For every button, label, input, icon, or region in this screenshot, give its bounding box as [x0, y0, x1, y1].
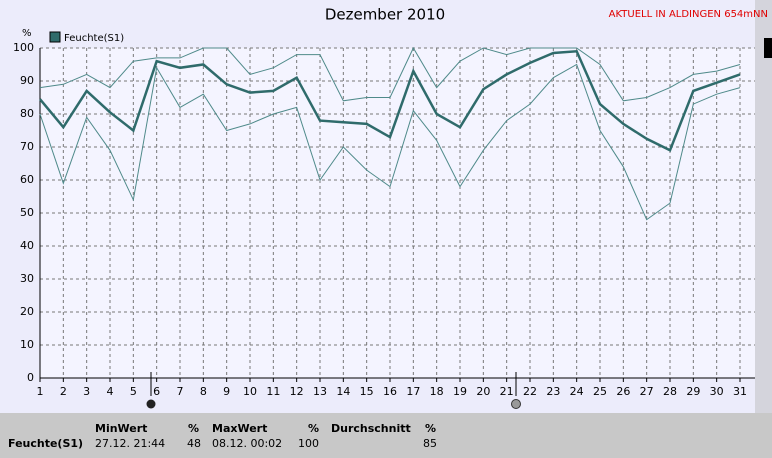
y-tick-label: 100	[13, 41, 34, 54]
x-tick-label: 5	[130, 385, 137, 398]
y-tick-label: 30	[20, 272, 34, 285]
table-header: %	[308, 422, 319, 435]
table-cell: Feuchte(S1)	[8, 437, 83, 450]
x-tick-label: 22	[523, 385, 537, 398]
x-tick-label: 16	[383, 385, 397, 398]
x-tick-label: 14	[336, 385, 350, 398]
x-tick-label: 26	[616, 385, 630, 398]
x-tick-label: 31	[733, 385, 747, 398]
marker-icon	[511, 399, 521, 409]
x-tick-label: 28	[663, 385, 677, 398]
series-line	[39, 63, 741, 221]
x-tick-label: 2	[60, 385, 67, 398]
x-tick-label: 29	[686, 385, 700, 398]
x-tick-label: 15	[360, 385, 374, 398]
x-tick-label: 30	[710, 385, 724, 398]
x-tick-label: 4	[107, 385, 114, 398]
x-tick-label: 3	[83, 385, 90, 398]
table-cell: 27.12. 21:44	[95, 437, 165, 450]
table-header: Durchschnitt	[331, 422, 411, 435]
table-cell: 48	[187, 437, 201, 450]
y-tick-label: 80	[20, 107, 34, 120]
y-tick-label: 40	[20, 239, 34, 252]
chart-title: Dezember 2010	[325, 6, 445, 24]
table-header: MaxWert	[212, 422, 267, 435]
x-tick-label: 6	[153, 385, 160, 398]
x-tick-label: 24	[570, 385, 584, 398]
legend-label: Feuchte(S1)	[64, 33, 124, 44]
x-tick-label: 13	[313, 385, 327, 398]
y-tick-label: 70	[20, 140, 34, 153]
y-tick-label: 50	[20, 206, 34, 219]
stats-panel	[0, 413, 772, 458]
series-line	[39, 46, 741, 102]
x-tick-label: 11	[266, 385, 280, 398]
series-line	[39, 49, 741, 153]
table-header: %	[425, 422, 436, 435]
station-label: AKTUELL IN ALDINGEN 654mNN	[609, 9, 768, 20]
x-tick-label: 23	[546, 385, 560, 398]
side-marker	[764, 38, 772, 58]
x-tick-label: 21	[500, 385, 514, 398]
table-header: %	[188, 422, 199, 435]
y-tick-label: 20	[20, 305, 34, 318]
x-tick-label: 9	[223, 385, 230, 398]
side-strip	[755, 0, 772, 413]
x-tick-label: 1	[37, 385, 44, 398]
x-tick-label: 25	[593, 385, 607, 398]
x-tick-label: 8	[200, 385, 207, 398]
table-cell: 100	[298, 437, 319, 450]
x-tick-label: 18	[430, 385, 444, 398]
marker-icon	[146, 399, 156, 409]
y-tick-label: 10	[20, 338, 34, 351]
x-tick-label: 17	[406, 385, 420, 398]
legend-swatch	[49, 31, 61, 43]
y-tick-label: 90	[20, 74, 34, 87]
x-tick-label: 10	[243, 385, 257, 398]
table-header: MinWert	[95, 422, 147, 435]
y-axis-label: %	[22, 28, 32, 39]
table-cell: 85	[423, 437, 437, 450]
x-tick-label: 27	[640, 385, 654, 398]
y-tick-label: 0	[27, 371, 34, 384]
table-cell: 08.12. 00:02	[212, 437, 282, 450]
x-tick-label: 19	[453, 385, 467, 398]
y-tick-label: 60	[20, 173, 34, 186]
x-tick-label: 7	[177, 385, 184, 398]
x-tick-label: 20	[476, 385, 490, 398]
x-tick-label: 12	[290, 385, 304, 398]
